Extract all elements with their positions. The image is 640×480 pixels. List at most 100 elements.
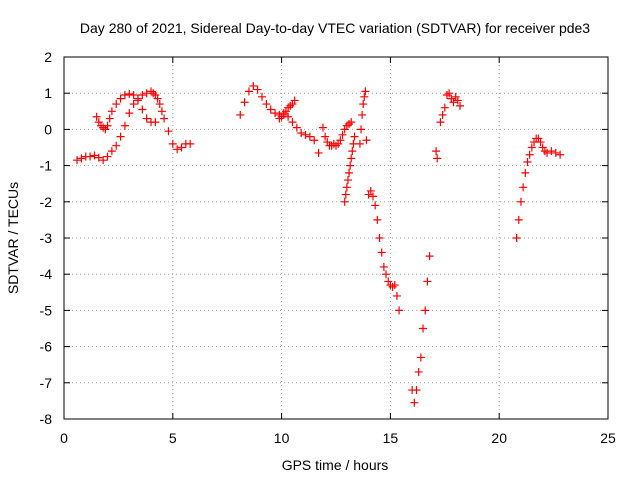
y-tick-label: 1: [44, 85, 52, 101]
data-point: [138, 91, 147, 100]
data-point: [347, 118, 356, 127]
data-point: [425, 252, 434, 261]
tick-layer: 0 5 10 15 20 25 -8 -7 -6 -5 -4 -3 -2 -1 0 1 2: [40, 49, 616, 446]
data-point: [112, 100, 121, 109]
data-point: [414, 367, 423, 376]
data-point: [129, 100, 138, 109]
data-point: [258, 92, 267, 101]
data-point: [361, 87, 370, 96]
data-point: [164, 127, 173, 136]
data-point: [133, 96, 142, 105]
data-point: [440, 103, 449, 112]
data-point: [547, 147, 556, 156]
y-tick-label: 2: [44, 49, 52, 65]
data-point: [451, 92, 460, 101]
data-point: [262, 100, 271, 109]
data-point: [523, 157, 532, 166]
data-point: [373, 215, 382, 224]
data-point: [155, 100, 164, 109]
data-point: [271, 109, 280, 118]
data-point: [249, 81, 258, 90]
data-point: [94, 153, 103, 162]
data-point: [99, 123, 108, 132]
y-tick-label: -7: [40, 375, 53, 391]
data-point: [92, 112, 101, 121]
y-tick-label: -5: [40, 302, 53, 318]
y-tick-label: -2: [40, 194, 53, 210]
y-tick-label: -6: [40, 339, 53, 355]
series-group: [364, 186, 404, 315]
x-tick-label: 20: [491, 430, 507, 446]
data-point: [168, 139, 177, 148]
data-point: [543, 148, 552, 157]
data-point: [534, 134, 543, 143]
data-point: [240, 98, 249, 107]
data-point: [382, 270, 391, 279]
data-point: [341, 190, 350, 199]
data-point: [521, 168, 530, 177]
data-point: [86, 152, 95, 161]
data-point: [284, 103, 293, 112]
data-point: [342, 183, 351, 192]
data-point: [375, 234, 384, 242]
data-point: [157, 107, 166, 116]
y-tick-label: -3: [40, 230, 53, 246]
data-point: [253, 85, 262, 94]
data-point: [357, 125, 366, 134]
data-point: [116, 132, 125, 141]
data-point: [519, 183, 528, 192]
data-point: [360, 92, 369, 101]
data-point: [244, 87, 253, 96]
series-group: [432, 147, 442, 163]
data-point: [445, 89, 454, 98]
data-point: [442, 91, 451, 100]
points-layer: [73, 81, 565, 407]
x-tick-label: 5: [169, 430, 177, 446]
data-point: [321, 132, 330, 141]
data-point: [301, 130, 310, 139]
data-point: [286, 101, 295, 110]
data-point: [338, 130, 347, 139]
data-point: [410, 398, 419, 407]
data-point: [149, 89, 158, 98]
data-point: [129, 91, 138, 100]
data-point: [281, 107, 290, 116]
x-tick-label: 10: [274, 430, 290, 446]
series-group: [73, 87, 195, 165]
data-point: [334, 139, 343, 148]
data-point: [305, 132, 314, 141]
data-point: [395, 306, 404, 315]
data-point: [340, 125, 349, 134]
data-point: [288, 118, 297, 127]
series-group: [340, 132, 359, 206]
data-point: [105, 114, 114, 123]
data-point: [453, 96, 462, 105]
data-point: [99, 156, 108, 165]
series-group: [408, 252, 434, 407]
data-point: [432, 147, 441, 156]
data-point: [116, 94, 125, 103]
data-point: [138, 105, 147, 114]
data-point: [527, 143, 536, 152]
data-point: [336, 136, 345, 145]
data-point: [107, 107, 116, 116]
y-tick-label: 0: [44, 121, 52, 137]
data-point: [177, 143, 186, 152]
series-group: [318, 118, 356, 150]
data-point: [290, 96, 299, 105]
data-point: [358, 110, 367, 119]
data-point: [350, 132, 359, 141]
data-point: [279, 110, 288, 119]
data-point: [236, 110, 245, 119]
data-point: [371, 201, 380, 210]
series-group: [92, 89, 160, 134]
data-point: [266, 105, 275, 114]
data-point: [94, 118, 103, 127]
x-tick-label: 0: [60, 430, 68, 446]
data-point: [318, 123, 327, 132]
data-point: [364, 190, 373, 199]
data-point: [419, 324, 428, 333]
y-axis-label: SDTVAR / TECUs: [5, 182, 21, 294]
data-point: [288, 100, 297, 109]
data-point: [392, 291, 401, 300]
